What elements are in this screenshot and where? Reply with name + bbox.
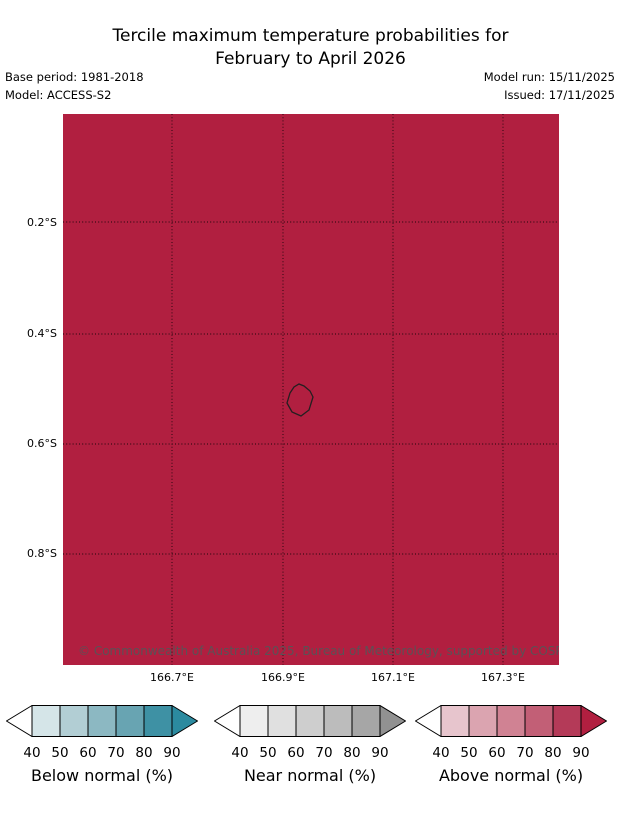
colorbar-segment — [323, 705, 353, 737]
colorbar-above-normal — [415, 705, 607, 737]
legend-below-normal: 40 50 60 70 80 90 Below normal (%) — [6, 705, 198, 800]
legend-title: Near normal (%) — [243, 766, 377, 785]
colorbar-right-arrow — [580, 705, 607, 737]
colorbar-segment — [552, 705, 582, 737]
colorbar-segment — [267, 705, 297, 737]
lon-label: 166.7°E — [150, 671, 194, 684]
legend-tick-label: 80 — [343, 745, 361, 761]
meta-right: Model run: 15/11/2025 Issued: 17/11/2025 — [484, 69, 615, 104]
legend-tick-label: 40 — [231, 745, 249, 761]
meta-left: Base period: 1981-2018 Model: ACCESS-S2 — [5, 69, 144, 104]
colorbar-left-arrow — [6, 705, 33, 737]
colorbar-right-arrow — [379, 705, 406, 737]
legend-tick-label: 50 — [460, 745, 478, 761]
colorbar-segment — [115, 705, 145, 737]
legend-tick-label: 60 — [488, 745, 506, 761]
legend-tick-label: 50 — [259, 745, 277, 761]
colorbar-segment — [351, 705, 381, 737]
lon-label: 167.3°E — [481, 671, 525, 684]
lon-label: 166.9°E — [261, 671, 305, 684]
legend-above-normal: 40 50 60 70 80 90 Above normal (%) — [415, 705, 607, 800]
legend-tick-label: 70 — [107, 745, 125, 761]
issued-text: Issued: 17/11/2025 — [504, 87, 615, 102]
lon-label: 167.1°E — [371, 671, 415, 684]
map-background — [63, 114, 559, 665]
legend-title: Below normal (%) — [30, 766, 174, 785]
colorbar-left-arrow — [214, 705, 241, 737]
legend-tick-label: 60 — [287, 745, 305, 761]
map-canvas — [63, 114, 559, 665]
colorbar-segment — [440, 705, 470, 737]
model-run-text: Model run: 15/11/2025 — [483, 70, 615, 84]
legend-tick-label: 90 — [163, 745, 181, 761]
legend-tick-label: 90 — [371, 745, 389, 761]
lat-label: 0.2°S — [27, 216, 57, 229]
legend-tick-label: 40 — [432, 745, 450, 761]
legend-tick-label: 40 — [23, 745, 41, 761]
colorbar-segment — [524, 705, 554, 737]
legend-tick-label: 70 — [315, 745, 333, 761]
map-area: © Commonwealth of Australia 2025, Bureau… — [63, 114, 559, 665]
colorbar-left-arrow — [415, 705, 442, 737]
island-outline-nauru — [286, 383, 314, 417]
legend-tick-label: 70 — [516, 745, 534, 761]
base-period-text: Base period: 1981-2018 — [5, 70, 144, 84]
colorbar-below-normal — [6, 705, 198, 737]
legend-near-normal: 40 50 60 70 80 90 Near normal (%) — [214, 705, 406, 800]
legend-tick-label: 80 — [544, 745, 562, 761]
colorbar-segment — [239, 705, 269, 737]
colorbar-right-arrow — [171, 705, 198, 737]
figure-title: Tercile maximum temperature probabilitie… — [0, 25, 621, 71]
colorbar-segment — [468, 705, 498, 737]
title-line-2: February to April 2026 — [215, 49, 406, 69]
lat-label: 0.4°S — [27, 327, 57, 340]
attribution-text: © Commonwealth of Australia 2025, Bureau… — [78, 644, 559, 658]
title-line-1: Tercile maximum temperature probabilitie… — [112, 26, 509, 46]
colorbar-segment — [31, 705, 61, 737]
legend-tick-label: 80 — [135, 745, 153, 761]
legend-title: Above normal (%) — [438, 766, 584, 785]
colorbar-near-normal — [214, 705, 406, 737]
lat-label: 0.6°S — [27, 437, 57, 450]
model-text: Model: ACCESS-S2 — [5, 87, 112, 102]
legend-tick-label: 50 — [51, 745, 69, 761]
colorbar-segment — [295, 705, 325, 737]
colorbar-segment — [59, 705, 89, 737]
lat-label: 0.8°S — [27, 547, 57, 560]
colorbar-segment — [143, 705, 173, 737]
colorbar-segment — [496, 705, 526, 737]
legend-tick-label: 90 — [572, 745, 590, 761]
colorbar-segment — [87, 705, 117, 737]
legend-tick-label: 60 — [79, 745, 97, 761]
